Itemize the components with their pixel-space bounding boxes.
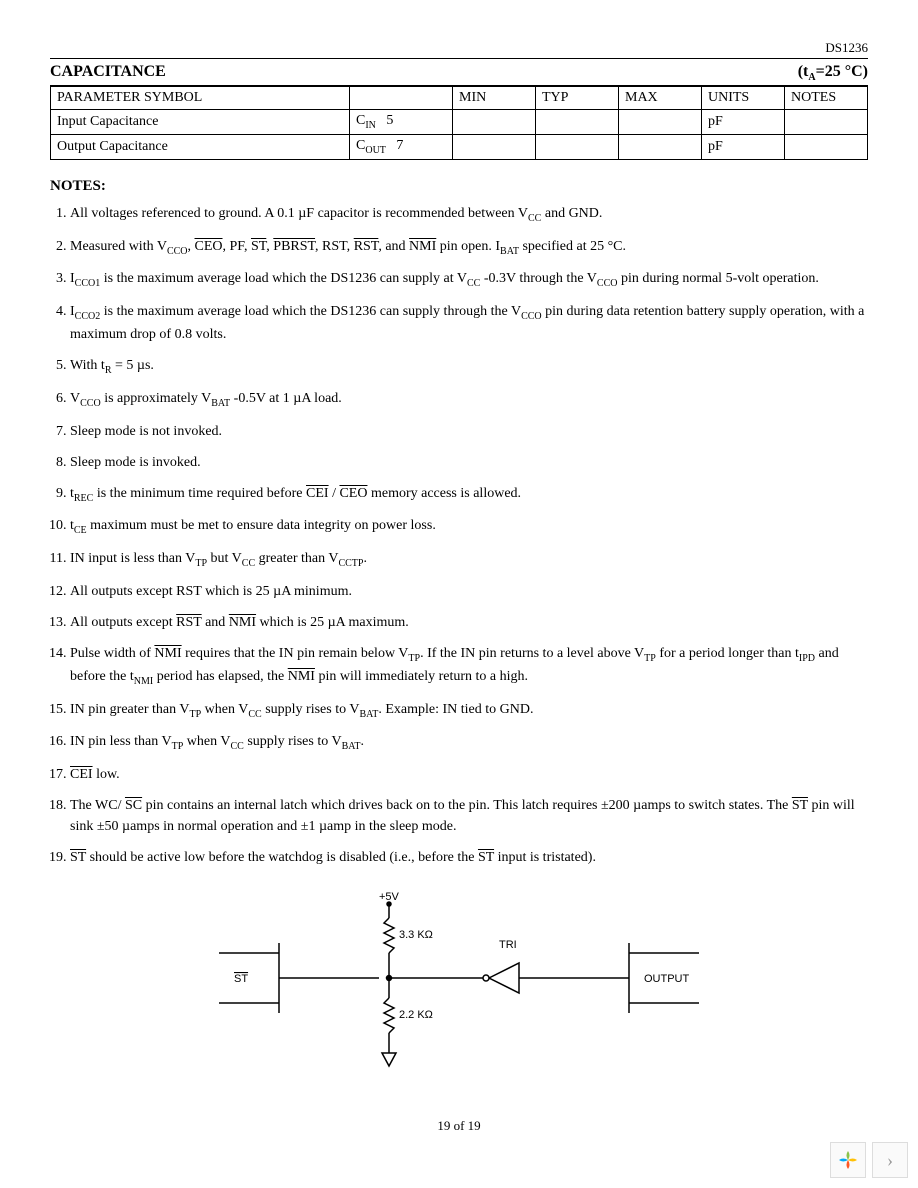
cell-max (619, 110, 702, 135)
r2-label: 2.2 KΩ (399, 1009, 433, 1021)
note-item: All outputs except RST which is 25 µA mi… (70, 581, 868, 602)
note-item: Sleep mode is invoked. (70, 452, 868, 473)
col-typ: TYP (536, 87, 619, 110)
circuit-diagram: +5V 3.3 KΩ 2.2 KΩ TRI ST OUTPUT (199, 888, 719, 1088)
note-item: IN pin less than VTP when VCC supply ris… (70, 731, 868, 754)
section-condition: (tA=25 °C) (798, 63, 868, 83)
cell-notes (785, 134, 868, 159)
doc-id: DS1236 (50, 40, 868, 56)
col-min: MIN (453, 87, 536, 110)
logo-icon[interactable] (830, 1142, 866, 1178)
cell-notes (785, 110, 868, 135)
note-item: ICCO1 is the maximum average load which … (70, 268, 868, 291)
notes-heading: NOTES: (50, 178, 868, 195)
cell-sym: CIN 5 (350, 110, 453, 135)
col-param: PARAMETER SYMBOL (51, 87, 350, 110)
page-number: 19 of 19 (50, 1118, 868, 1134)
cell-typ (536, 110, 619, 135)
note-item: All outputs except RST and NMI which is … (70, 612, 868, 633)
top-rule (50, 58, 868, 59)
corner-controls: › (830, 1142, 908, 1178)
st-pin-label: ST (234, 973, 248, 985)
tri-label: TRI (499, 939, 517, 951)
cell-param: Input Capacitance (51, 110, 350, 135)
cell-units: pF (702, 134, 785, 159)
col-sym (350, 87, 453, 110)
col-units: UNITS (702, 87, 785, 110)
note-item: VCCO is approximately VBAT -0.5V at 1 µA… (70, 388, 868, 411)
note-item: The WC/ SC pin contains an internal latc… (70, 795, 868, 837)
table-header-row: PARAMETER SYMBOL MIN TYP MAX UNITS NOTES (51, 87, 868, 110)
note-item: Measured with VCCO, CEO, PF, ST, PBRST, … (70, 236, 868, 259)
cell-min (453, 134, 536, 159)
note-item: Sleep mode is not invoked. (70, 421, 868, 442)
table-row: Output CapacitanceCOUT 7 pF (51, 134, 868, 159)
section-title: CAPACITANCE (50, 63, 166, 83)
output-pin-label: OUTPUT (644, 973, 690, 985)
cell-sym: COUT 7 (350, 134, 453, 159)
note-item: IN input is less than VTP but VCC greate… (70, 548, 868, 571)
notes-list: All voltages referenced to ground. A 0.1… (50, 203, 868, 868)
note-item: All voltages referenced to ground. A 0.1… (70, 203, 868, 226)
note-item: tREC is the minimum time required before… (70, 483, 868, 506)
chevron-right-icon: › (887, 1150, 893, 1171)
col-max: MAX (619, 87, 702, 110)
cell-min (453, 110, 536, 135)
capacitance-table: PARAMETER SYMBOL MIN TYP MAX UNITS NOTES… (50, 86, 868, 160)
note-item: ICCO2 is the maximum average load which … (70, 301, 868, 345)
cell-max (619, 134, 702, 159)
r1-label: 3.3 KΩ (399, 929, 433, 941)
note-item: CEI low. (70, 764, 868, 785)
note-item: IN pin greater than VTP when VCC supply … (70, 699, 868, 722)
note-item: Pulse width of NMI requires that the IN … (70, 643, 868, 689)
v-label: +5V (379, 891, 400, 903)
table-row: Input CapacitanceCIN 5 pF (51, 110, 868, 135)
note-item: ST should be active low before the watch… (70, 847, 868, 868)
note-item: tCE maximum must be met to ensure data i… (70, 515, 868, 538)
section-title-row: CAPACITANCE (tA=25 °C) (50, 63, 868, 86)
cell-typ (536, 134, 619, 159)
col-notes: NOTES (785, 87, 868, 110)
cell-param: Output Capacitance (51, 134, 350, 159)
note-item: With tR = 5 µs. (70, 355, 868, 378)
cell-units: pF (702, 110, 785, 135)
next-page-button[interactable]: › (872, 1142, 908, 1178)
